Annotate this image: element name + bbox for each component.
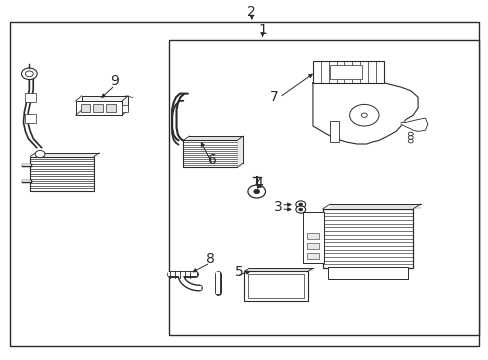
Text: 4: 4 [254,177,263,190]
Bar [76,101,122,115]
Bar [329,121,338,142]
Bar [30,157,94,191]
Bar [25,114,36,123]
Text: 9: 9 [110,74,119,88]
Bar [322,209,412,268]
Text: 1: 1 [258,23,266,37]
Circle shape [21,68,37,80]
Bar [327,267,407,279]
Circle shape [295,201,305,208]
Bar [81,104,90,112]
Circle shape [407,132,412,136]
Circle shape [361,113,366,117]
Bar [93,104,103,112]
Circle shape [407,136,412,139]
Circle shape [247,185,265,198]
Bar [183,140,237,167]
Text: 5: 5 [235,265,244,279]
Bar [189,136,243,140]
Bar [248,274,304,298]
Text: 8: 8 [205,252,214,266]
Bar [306,253,318,259]
Bar [306,243,318,249]
Bar [329,65,361,79]
Polygon shape [312,83,417,144]
Bar [35,153,99,157]
Text: 2: 2 [247,5,256,19]
Circle shape [253,189,259,194]
Bar [106,104,116,112]
Text: 3: 3 [274,200,283,214]
Bar [249,268,312,271]
Bar [81,96,128,110]
Bar [312,61,383,83]
Circle shape [25,71,33,77]
Text: 7: 7 [269,90,278,104]
Polygon shape [400,118,427,131]
Circle shape [349,104,378,126]
Bar [329,204,420,209]
Circle shape [295,206,305,213]
Bar [122,105,128,112]
Text: 6: 6 [208,153,217,167]
Bar [25,93,36,102]
Bar [306,233,318,239]
Circle shape [35,150,45,158]
Circle shape [298,208,302,211]
Bar [303,212,323,263]
Circle shape [298,203,302,206]
Circle shape [407,139,412,143]
Bar [237,140,243,167]
Bar [244,271,307,301]
Bar [168,40,478,335]
